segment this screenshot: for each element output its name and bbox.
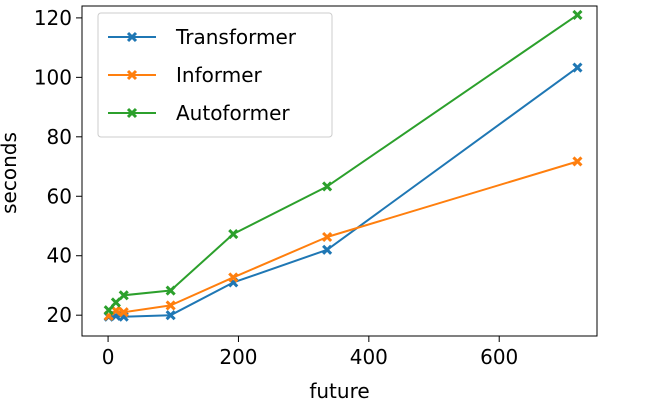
data-point [118,307,129,318]
y-axis-label: seconds [0,132,21,214]
legend-marker [126,107,138,119]
data-point [103,305,114,316]
legend-marker [126,69,138,81]
legend-entry-informer: Informer [108,63,263,87]
data-point [228,228,239,240]
series-informer [103,156,583,321]
data-point [110,297,121,308]
y-tick-label: 100 [34,65,72,89]
x-tick-label: 600 [480,345,518,369]
axes: 0 200 400 600 20 40 60 80 100 120 [34,5,598,369]
series-autoformer [103,9,583,316]
data-point [165,285,176,296]
x-tick-label: 200 [219,345,257,369]
data-point [165,300,176,311]
x-tick-label: 400 [350,345,388,369]
legend-label: Transformer [175,25,297,49]
data-point [322,244,333,255]
data-point [228,272,239,283]
axes-frame [81,5,598,337]
legend-marker [126,31,138,43]
y-tick-label: 120 [34,6,72,30]
y-tick-label: 60 [47,184,72,208]
legend-box [97,12,333,138]
y-tick-label: 80 [47,125,72,149]
data-point [118,290,129,301]
y-tick-label: 40 [47,244,72,268]
x-tick-label: 0 [102,345,115,369]
data-point [322,181,333,192]
x-axis-label: future [309,379,369,403]
legend-label: Autoformer [176,101,290,125]
series-group [103,9,583,322]
data-point [572,156,583,167]
legend-entry-autoformer: Autoformer [108,101,290,125]
data-point [572,62,583,73]
legend-entry-transformer: Transformer [108,25,297,49]
legend: Transformer Informer Autoformer [97,12,333,138]
data-point [165,310,176,321]
data-point [322,231,333,243]
y-tick-label: 20 [47,303,72,327]
data-point [572,9,583,20]
legend-label: Informer [176,63,263,87]
